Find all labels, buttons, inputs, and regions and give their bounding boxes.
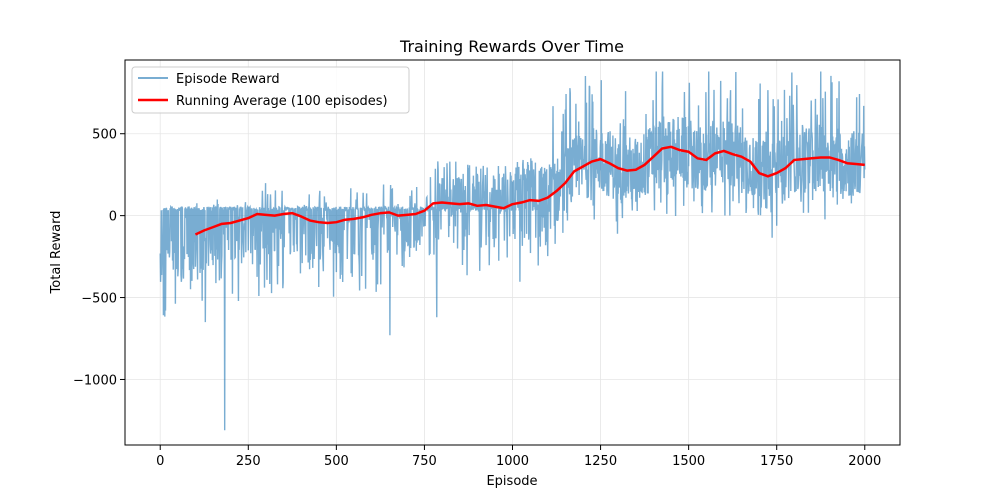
x-axis: 0 250 500 750 1000 1250 1500 1750 2000 (156, 445, 881, 469)
y-tick-label: 500 (92, 128, 117, 143)
episode-reward-line (159, 71, 866, 431)
y-tick-label: 0 (109, 210, 117, 225)
legend: Episode Reward Running Average (100 epis… (131, 66, 410, 114)
y-tick-label: −500 (81, 292, 117, 307)
x-tick-label: 500 (324, 454, 349, 469)
y-axis: −1000 −500 0 500 (73, 128, 125, 388)
chart-title: Training Rewards Over Time (399, 37, 624, 56)
x-tick-label: 1000 (496, 454, 529, 469)
x-tick-label: 2000 (848, 454, 881, 469)
x-tick-label: 1750 (760, 454, 793, 469)
x-tick-label: 1250 (584, 454, 617, 469)
x-tick-label: 250 (236, 454, 261, 469)
x-axis-label: Episode (486, 474, 537, 489)
y-tick-label: −1000 (73, 373, 117, 388)
legend-label-episode-reward: Episode Reward (176, 72, 280, 87)
x-tick-label: 750 (412, 454, 437, 469)
legend-label-running-average: Running Average (100 episodes) (176, 94, 388, 109)
y-axis-label: Total Reward (49, 211, 64, 295)
plot-area (159, 71, 866, 431)
legend-box (131, 66, 410, 114)
x-tick-label: 0 (156, 454, 164, 469)
x-tick-label: 1500 (672, 454, 705, 469)
running-average-line (194, 145, 865, 236)
